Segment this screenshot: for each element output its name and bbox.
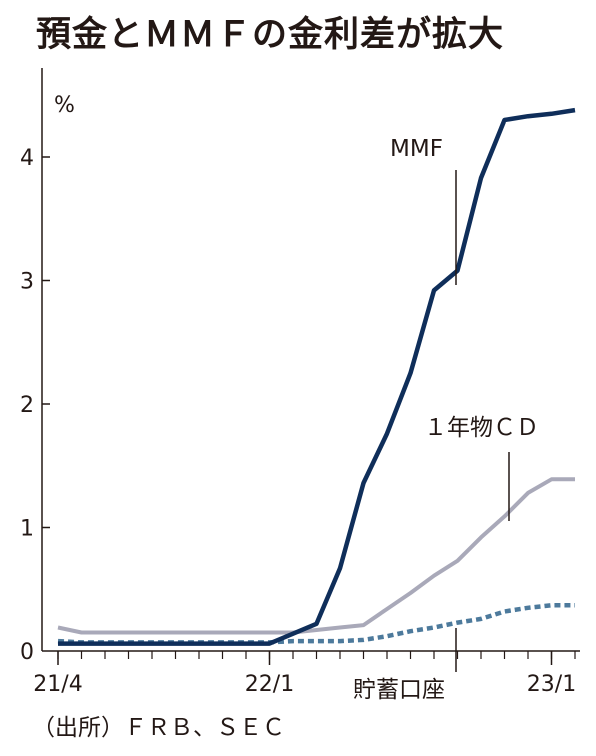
savings-line	[57, 603, 575, 645]
y-tick-label: 4	[20, 146, 34, 171]
y-tick-label: 2	[20, 393, 34, 418]
cd-series-label: １年物ＣＤ	[424, 415, 539, 441]
y-tick-label: 0	[20, 640, 34, 665]
mmf-line	[58, 107, 576, 646]
x-tick-label: 21/4	[33, 672, 82, 697]
savings-series-label: 貯蓄口座	[353, 677, 445, 703]
source-note: （出所）ＦＲＢ、ＳＥＣ	[32, 715, 285, 741]
cd-line	[57, 477, 575, 635]
y-axis-unit-label: %	[54, 93, 75, 118]
mmf-series-label: MMF	[390, 136, 443, 162]
chart-title: 預金とＭＭＦの金利差が拡大	[36, 15, 505, 55]
y-tick-label: 3	[20, 270, 34, 295]
x-tick-label: 22/1	[245, 672, 294, 697]
x-tick-label: 23/1	[527, 672, 576, 697]
y-tick-label: 1	[20, 517, 34, 542]
